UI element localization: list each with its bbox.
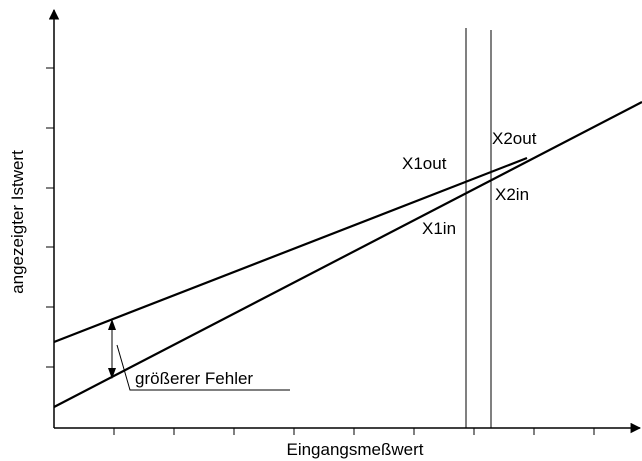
- input-line: [53, 101, 642, 408]
- x-axis-label: Eingangsmeßwert: [286, 440, 423, 459]
- point-label: X1in: [422, 219, 456, 238]
- output-line: [53, 156, 528, 344]
- point-label: X2out: [492, 129, 537, 148]
- point-label: X2in: [495, 185, 529, 204]
- x-ticks: [113, 428, 595, 435]
- y-axis-label: angezeigter Istwert: [8, 150, 27, 294]
- y-ticks: [46, 67, 54, 368]
- point-label: X1out: [402, 154, 447, 173]
- annotation: größerer Fehler: [135, 369, 253, 388]
- leader-line: [116, 344, 290, 391]
